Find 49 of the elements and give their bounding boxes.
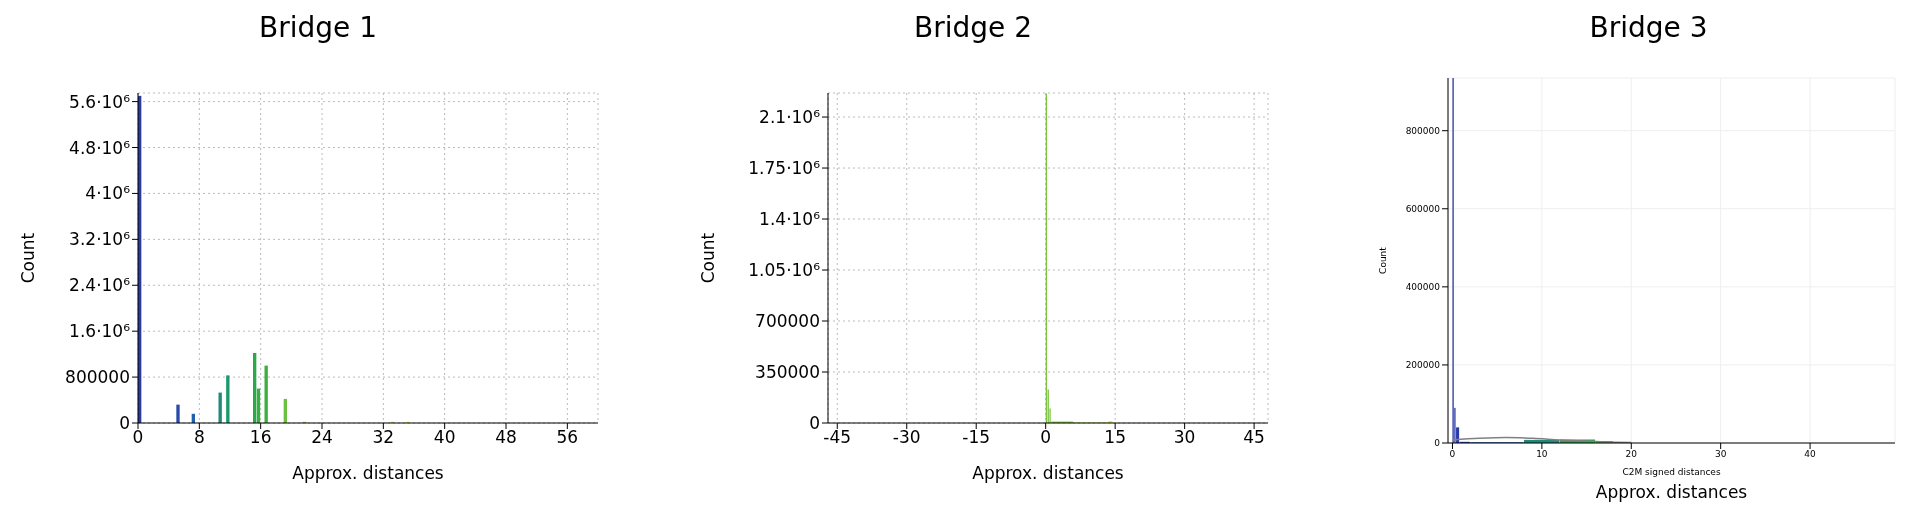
y-tick-label: 1.05·10⁶ [748,260,821,281]
x-axis-title: Approx. distances [972,463,1124,483]
text: Approx. distances [1594,482,1749,502]
y-tick-label: 350000 [755,362,820,383]
x-tick-label: 8 [193,427,205,448]
x-tick-label: -45 [823,427,852,448]
x-tick-label: 32 [372,427,395,448]
y-tick-label: 4·10⁶ [85,183,131,204]
y-tick-label: 1.6·10⁶ [69,321,131,342]
x-tick-label: 40 [1804,449,1817,460]
x-tick-label: 0 [1040,427,1052,448]
x-tick-label: 16 [249,427,272,448]
y-tick-label: 700000 [755,311,820,332]
x-tick-label: -15 [962,427,991,448]
y-axis-title: Count [1378,246,1389,274]
chart-title: Bridge 2 [913,10,1033,46]
y-tick-label: 400000 [1405,282,1441,293]
y-tick-label: 3.2·10⁶ [69,229,131,250]
y-tick-label: 5.6·10⁶ [69,91,131,112]
y-tick-label: 4.8·10⁶ [69,137,131,158]
y-tick-label: 1.75·10⁶ [748,158,821,179]
y-tick-label: 0 [809,413,820,434]
x-tick-label: 30 [1714,449,1727,460]
x-tick-label: 15 [1104,427,1126,448]
chart-title: Bridge 3 [1588,10,1709,46]
y-tick-label: 0 [119,413,130,434]
y-tick-label: 2.4·10⁶ [69,275,131,296]
x-tick-label: 0 [132,427,144,448]
chart-title: Bridge 1 [258,10,378,46]
y-tick-label: 800000 [65,367,130,388]
y-tick-label: 200000 [1405,360,1441,371]
x-tick-label: 56 [556,427,579,448]
x-tick-label: 40 [433,427,456,448]
x-axis-title: C2M signed distances [1622,467,1721,477]
x-tick-label: 20 [1625,449,1638,460]
y-axis-title: Count [18,232,39,284]
x-tick-label: -30 [892,427,921,448]
x-tick-label: 10 [1536,449,1548,460]
y-tick-label: 600000 [1405,203,1441,214]
x-tick-label: 30 [1173,427,1196,448]
y-tick-label: 1.4·10⁶ [759,209,821,230]
x-tick-label: 45 [1243,427,1265,448]
y-axis-title: Count [698,232,719,284]
x-tick-label: 0 [1449,449,1456,460]
x-tick-label: 24 [311,427,333,448]
x-axis-title: Approx. distances [292,463,444,483]
y-tick-label: 2.1·10⁶ [759,107,821,128]
y-tick-label: 800000 [1405,125,1441,136]
x-tick-label: 48 [495,427,517,448]
